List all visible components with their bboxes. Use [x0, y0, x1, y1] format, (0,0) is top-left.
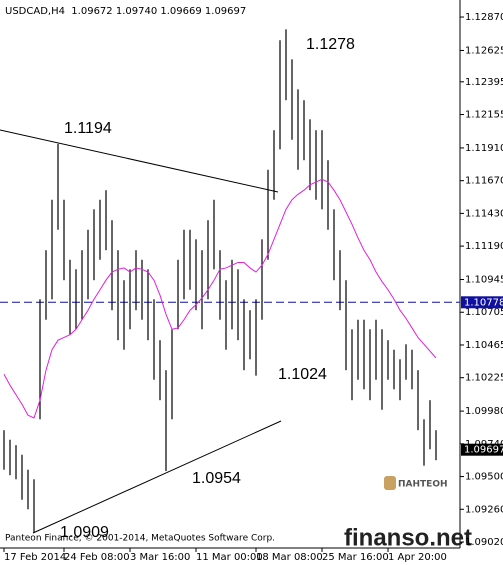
- y-tick-label: 1.10705: [465, 307, 503, 318]
- y-tick-label: 1.12870: [465, 12, 503, 23]
- x-tick-label: 24 Feb 08:00: [64, 552, 130, 563]
- price-tag: [461, 443, 503, 456]
- x-tick-label: 25 Mar 16:00: [322, 552, 389, 563]
- y-tick-label: 1.10945: [465, 275, 503, 286]
- moving-average: [3, 178, 437, 419]
- y-tick-label: 1.11430: [465, 208, 503, 219]
- copyright: Panteon Finance, © 2001-2014, MetaQuotes…: [5, 534, 275, 544]
- y-tick-label: 1.12155: [465, 110, 503, 121]
- x-tick-label: 17 Feb 2014: [4, 552, 66, 563]
- annotation: 1.1024: [278, 366, 327, 383]
- y-tick-label: 1.11910: [465, 143, 503, 154]
- x-tick-label: 11 Mar 00:00: [196, 552, 263, 563]
- y-tick-label: 1.12625: [465, 45, 503, 56]
- y-tick-label: 1.11190: [465, 241, 503, 252]
- x-tick-label: 1 Apr 20:00: [388, 552, 447, 563]
- x-tick-label: 18 Mar 08:00: [256, 552, 323, 563]
- price-tag-label: 1.10778: [464, 297, 503, 308]
- x-tick-label: 3 Mar 16:00: [130, 552, 190, 563]
- annotation: 1.0909: [60, 524, 109, 541]
- y-tick-label: 1.11670: [465, 176, 503, 187]
- price-tag: [461, 296, 503, 309]
- logo: ПАНТЕОН: [398, 480, 448, 490]
- y-tick-label: 1.12395: [465, 77, 503, 88]
- logo-icon: [384, 476, 396, 490]
- annotation: 1.0954: [192, 470, 241, 487]
- y-tick-label: 1.10225: [465, 373, 503, 384]
- watermark: finanso.net: [344, 524, 472, 551]
- y-tick-label: 1.10465: [465, 340, 503, 351]
- annotation: 1.1194: [64, 120, 112, 137]
- y-tick-label: 1.09020: [465, 537, 503, 548]
- trend-line: [0, 129, 279, 193]
- trend-line: [32, 420, 282, 534]
- y-tick-label: 1.09500: [465, 472, 503, 483]
- price-tag-label: 1.09697: [464, 445, 503, 456]
- y-tick-label: 1.09980: [465, 406, 503, 417]
- annotation: 1.1278: [306, 36, 355, 53]
- chart-title: USDCAD,H4 1.09672 1.09740 1.09669 1.0969…: [5, 6, 246, 17]
- y-tick-label: 1.09260: [465, 504, 503, 515]
